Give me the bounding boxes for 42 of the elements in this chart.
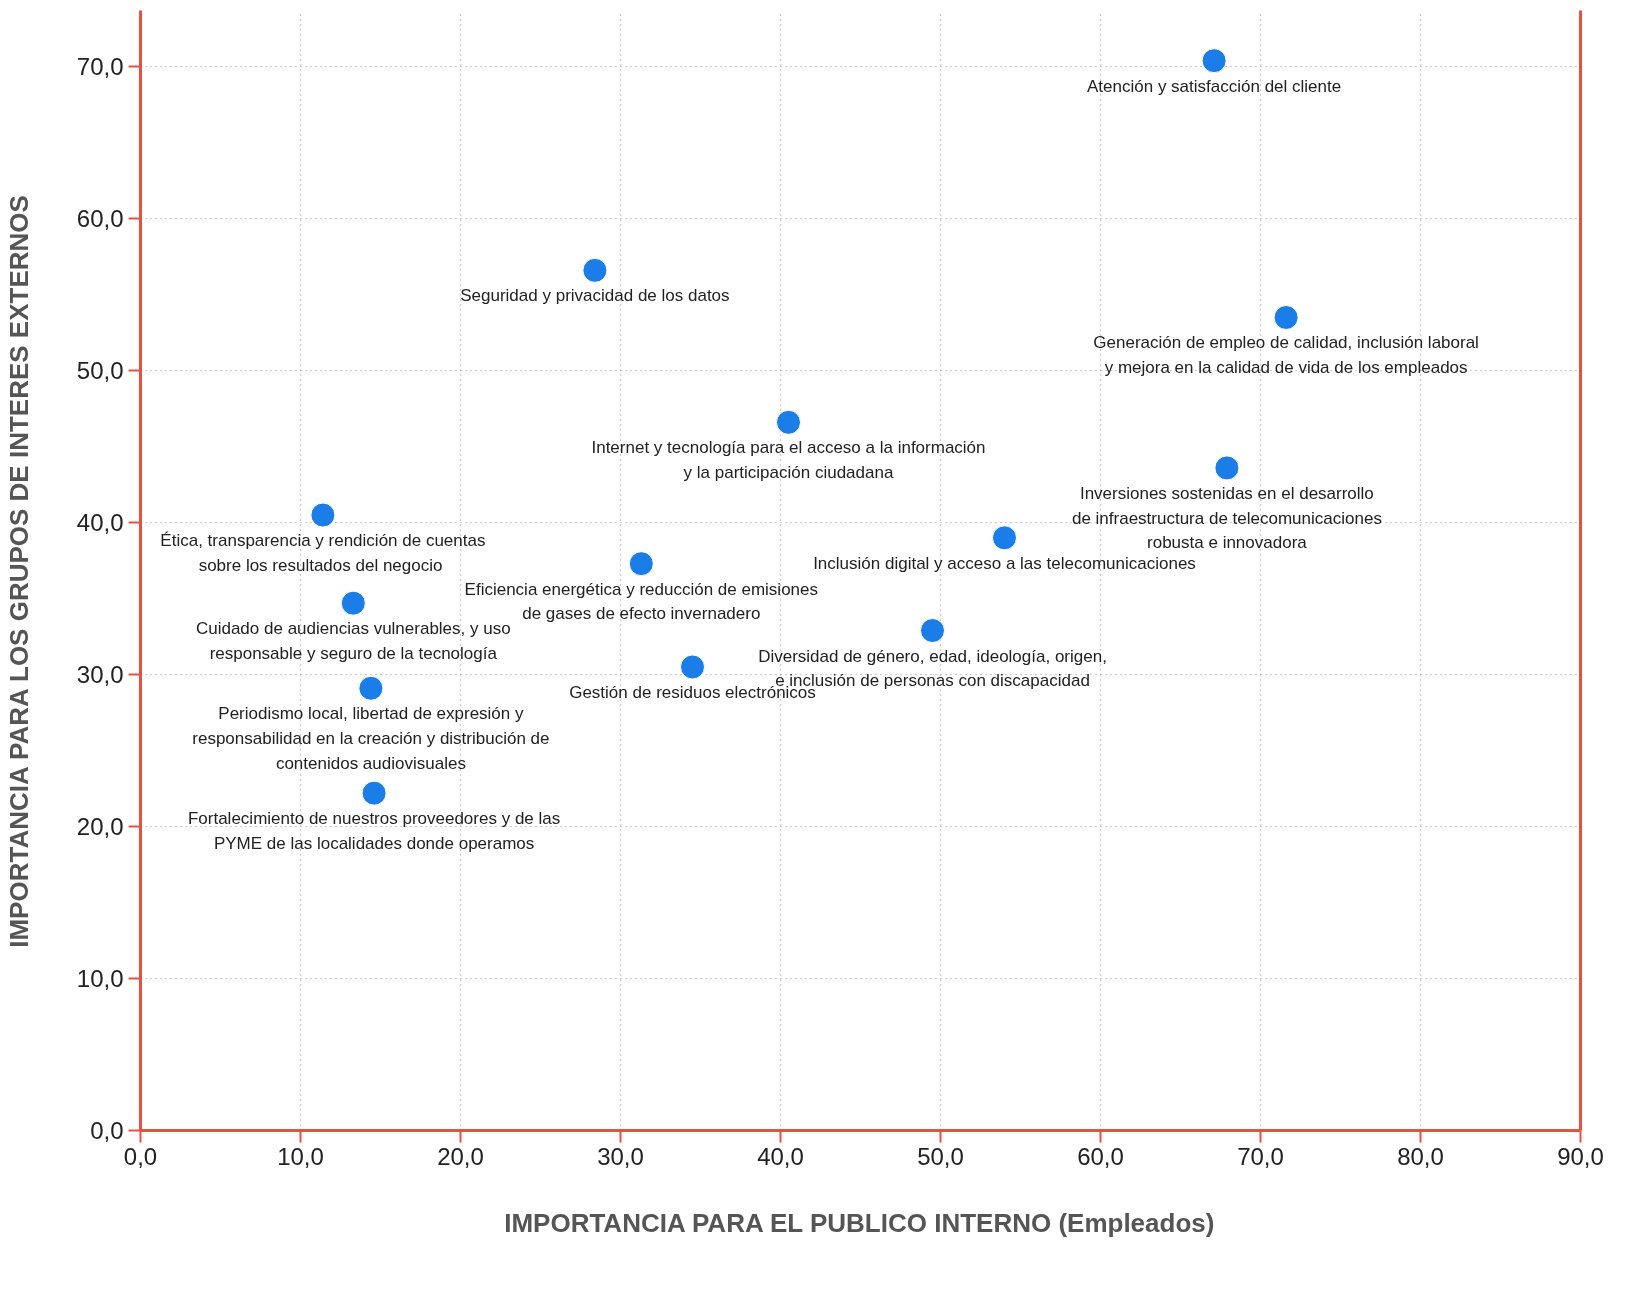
x-tick-label: 40,0 [757,1142,804,1170]
x-tick-label: 0,0 [123,1142,158,1170]
x-tick-label: 60,0 [1077,1142,1124,1170]
y-tick-label: 60,0 [76,205,124,233]
x-tick-label: 20,0 [437,1142,484,1170]
point [680,654,705,680]
point [310,502,336,528]
x-tick-label: 90,0 [1557,1142,1604,1170]
x-tick-label: 50,0 [917,1142,964,1170]
point [1273,305,1299,330]
x-tick-label: 10,0 [277,1142,324,1170]
point [1201,48,1227,74]
y-tick-label: 20,0 [76,813,124,841]
point [358,675,384,701]
annotation: Seguridad y privacidad de los datos [460,286,730,306]
y-tick-label: 70,0 [76,53,124,81]
point [776,409,801,435]
annotation: Inversiones sostenidas en el desarrollo de infraestructura de telecomunicaciones robusta e innovadora [1071,483,1382,553]
x-tick-label: 30,0 [597,1142,644,1170]
y-tick-label: 30,0 [76,661,124,689]
point [992,525,1017,551]
annotation: Fortalecimiento de nuestros proveedores y de las PYME de las localidades donde operamos [187,809,561,853]
point [628,551,654,577]
annotation: Inclusión digital y acceso a las telecomunicaciones [813,553,1196,573]
x-axis-title: IMPORTANCIA PARA EL PUBLICO INTERNO (Empleados) [504,1207,1215,1238]
annotation: Internet y tecnología para el acceso a la información y la participación ciudadana [591,438,986,483]
annotation: Generación de empleo de calidad, inclusión laboral y mejora en la calidad de vida de los empleados [1093,333,1479,378]
y-tick-label: 10,0 [76,965,124,993]
y-tick-label: 50,0 [76,357,124,385]
annotation: Periodismo local, libertad de expresión y responsabilidad en la creación y distribución de contenidos audiovisuales [192,704,550,773]
x-tick-label: 70,0 [1237,1142,1284,1170]
point [920,618,945,643]
point [1214,455,1240,481]
point [582,257,608,283]
x-tick-label: 80,0 [1397,1142,1444,1170]
annotation: Atención y satisfacción del cliente [1087,76,1342,96]
annotation: Ética, transparencia y rendición de cuentas sobre los resultados del negocio [160,531,486,575]
y-tick-label: 0,0 [90,1117,124,1144]
y-tick-label: 40,0 [76,509,124,537]
y-axis-title: IMPORTANCIA PARA LOS GRUPOS DE INTERES EXTERNOS [3,195,34,948]
point [361,780,387,806]
point [340,590,366,616]
